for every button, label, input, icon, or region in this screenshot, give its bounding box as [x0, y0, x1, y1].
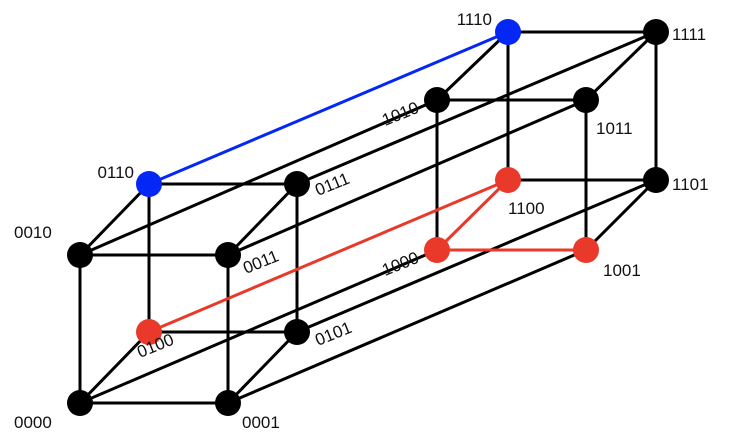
node-label-1010: 1010 — [379, 98, 421, 130]
node-1011 — [573, 87, 599, 113]
edge-1001-1101 — [584, 178, 658, 252]
node-label-0011: 0011 — [240, 246, 281, 277]
node-1001 — [573, 237, 599, 263]
node-0101 — [284, 319, 310, 345]
edge-0011-0111 — [226, 182, 299, 257]
node-label-1110: 1110 — [457, 10, 492, 29]
edges-layer — [78, 30, 658, 405]
edge-1011-1111 — [584, 30, 658, 102]
node-0011 — [215, 242, 241, 268]
node-label-0001: 0001 — [242, 413, 280, 432]
node-0000 — [67, 390, 93, 416]
node-label-1111: 1111 — [672, 25, 706, 44]
node-label-1000: 1000 — [379, 248, 421, 280]
node-label-0000: 0000 — [14, 413, 52, 432]
node-1100 — [495, 167, 521, 193]
node-label-1011: 1011 — [596, 119, 633, 138]
node-1101 — [643, 167, 669, 193]
edge-0010-0110 — [78, 182, 151, 257]
node-1000 — [424, 237, 450, 263]
edge-0001-1001 — [227, 248, 587, 405]
highlighted-edge-0110-1110 — [148, 30, 509, 186]
nodes-layer — [67, 19, 669, 416]
edge-1010-1110 — [435, 30, 510, 102]
node-label-1101: 1101 — [672, 175, 709, 194]
highlighted-edge-1000-1100 — [435, 178, 510, 252]
edge-0000-0100 — [78, 330, 151, 405]
edge-0101-1101 — [296, 178, 657, 334]
edge-0111-1111 — [296, 30, 657, 186]
highlighted-edge-0100-1100 — [148, 178, 509, 334]
node-0001 — [215, 390, 241, 416]
edge-0011-1011 — [227, 98, 587, 257]
node-label-0010: 0010 — [14, 223, 52, 242]
edge-0001-0101 — [226, 330, 299, 405]
node-0010 — [67, 242, 93, 268]
node-0111 — [284, 171, 310, 197]
node-label-1001: 1001 — [603, 261, 641, 280]
edge-0010-1010 — [79, 98, 438, 257]
node-1110 — [495, 19, 521, 45]
node-1111 — [643, 19, 669, 45]
node-label-1100: 1100 — [508, 199, 545, 218]
node-1010 — [424, 87, 450, 113]
node-0100 — [136, 319, 162, 345]
edge-0000-1000 — [79, 248, 438, 405]
node-label-0110: 0110 — [97, 163, 134, 182]
node-0110 — [136, 171, 162, 197]
